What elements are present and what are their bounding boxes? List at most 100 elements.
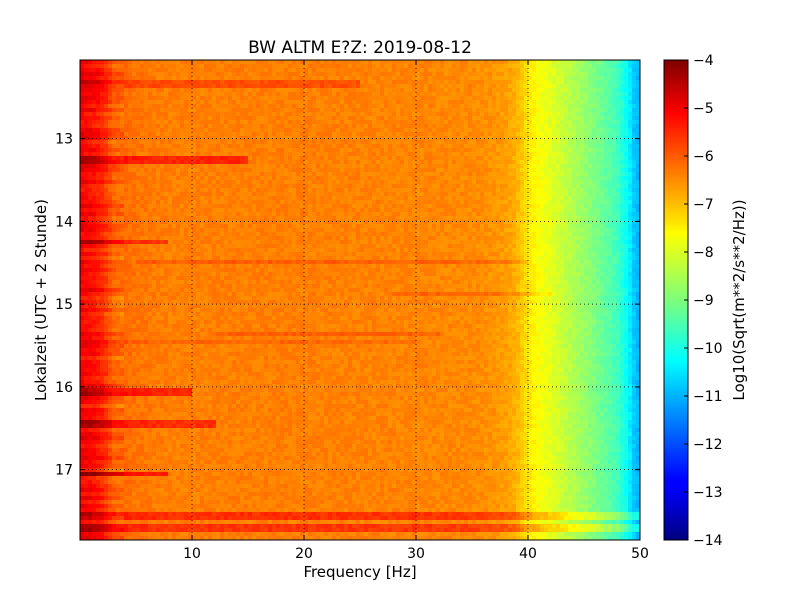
heatmap-cell xyxy=(376,92,381,97)
heatmap-cell xyxy=(476,144,481,149)
heatmap-cell xyxy=(108,112,113,117)
heatmap-cell xyxy=(392,64,397,69)
heatmap-cell xyxy=(596,76,601,81)
heatmap-cell xyxy=(260,192,265,197)
heatmap-cell xyxy=(368,112,373,117)
heatmap-cell xyxy=(388,80,393,85)
heatmap-cell xyxy=(152,128,157,133)
heatmap-cell xyxy=(260,144,265,149)
heatmap-cell xyxy=(272,96,277,101)
heatmap-cell xyxy=(440,64,445,69)
heatmap-cell xyxy=(408,184,413,189)
heatmap-cell xyxy=(136,152,141,157)
heatmap-cell xyxy=(224,64,229,69)
heatmap-cell xyxy=(484,188,489,193)
heatmap-cell xyxy=(244,84,249,89)
heatmap-cell xyxy=(184,148,189,153)
heatmap-cell xyxy=(624,152,629,157)
heatmap-cell xyxy=(236,144,241,149)
heatmap-cell xyxy=(316,188,321,193)
heatmap-cell xyxy=(144,176,149,181)
heatmap-cell xyxy=(156,84,161,89)
heatmap-cell xyxy=(244,120,249,125)
heatmap-cell xyxy=(96,72,101,77)
heatmap-cell xyxy=(536,124,541,129)
heatmap-cell xyxy=(520,148,525,153)
heatmap-cell xyxy=(512,88,517,93)
heatmap-cell xyxy=(524,192,529,197)
heatmap-cell xyxy=(112,88,117,93)
heatmap-cell xyxy=(592,100,597,105)
heatmap-cell xyxy=(112,60,117,65)
heatmap-cell xyxy=(400,168,405,173)
heatmap-cell xyxy=(108,144,113,149)
heatmap-cell xyxy=(220,172,225,177)
heatmap-cell xyxy=(240,152,245,157)
heatmap-cell xyxy=(552,104,557,109)
heatmap-cell xyxy=(324,112,329,117)
heatmap-cell xyxy=(92,136,97,141)
heatmap-cell xyxy=(104,68,109,73)
heatmap-cell xyxy=(556,124,561,129)
heatmap-cell xyxy=(480,64,485,69)
heatmap-cell xyxy=(600,64,605,69)
heatmap-cell xyxy=(552,124,557,129)
heatmap-cell xyxy=(496,136,501,141)
heatmap-cell xyxy=(252,140,257,145)
heatmap-cell xyxy=(204,120,209,125)
heatmap-cell xyxy=(156,188,161,193)
heatmap-cell xyxy=(304,144,309,149)
heatmap-cell xyxy=(228,188,233,193)
heatmap-cell xyxy=(200,116,205,121)
heatmap-cell xyxy=(188,168,193,173)
heatmap-cell xyxy=(512,120,517,125)
heatmap-cell xyxy=(632,84,637,89)
heatmap-cell xyxy=(492,136,497,141)
heatmap-cell xyxy=(328,120,333,125)
heatmap-cell xyxy=(436,96,441,101)
heatmap-cell xyxy=(196,200,201,205)
heatmap-cell xyxy=(208,200,213,205)
heatmap-cell xyxy=(516,148,521,153)
heatmap-cell xyxy=(492,124,497,129)
heatmap-cell xyxy=(412,148,417,153)
heatmap-cell xyxy=(272,172,277,177)
heatmap-cell xyxy=(376,156,381,161)
heatmap-cell xyxy=(504,60,509,65)
heatmap-cell xyxy=(368,192,373,197)
heatmap-cell xyxy=(308,120,313,125)
heatmap-cell xyxy=(408,92,413,97)
heatmap-cell xyxy=(468,144,473,149)
heatmap-cell xyxy=(332,120,337,125)
heatmap-cell xyxy=(440,180,445,185)
heatmap-cell xyxy=(620,60,625,65)
heatmap-cell xyxy=(636,88,640,93)
heatmap-cell xyxy=(552,80,557,85)
heatmap-cell xyxy=(632,76,637,81)
heatmap-cell xyxy=(600,172,605,177)
heatmap-cell xyxy=(620,152,625,157)
heatmap-cell xyxy=(100,112,105,117)
heatmap-cell xyxy=(548,64,553,69)
heatmap-cell xyxy=(604,100,609,105)
heatmap-cell xyxy=(336,68,341,73)
heatmap-cell xyxy=(108,152,113,157)
heatmap-cell xyxy=(552,184,557,189)
heatmap-cell xyxy=(248,84,253,89)
heatmap-cell xyxy=(264,196,269,201)
heatmap-cell xyxy=(364,188,369,193)
heatmap-cell xyxy=(200,68,205,73)
heatmap-cell xyxy=(200,148,205,153)
heatmap-cell xyxy=(456,164,461,169)
heatmap-cell xyxy=(456,192,461,197)
heatmap-cell xyxy=(140,136,145,141)
heatmap-cell xyxy=(132,188,137,193)
heatmap-cell xyxy=(316,68,321,73)
heatmap-cell xyxy=(132,164,137,169)
heatmap-cell xyxy=(608,60,613,65)
heatmap-cell xyxy=(360,152,365,157)
heatmap-cell xyxy=(464,180,469,185)
heatmap-cell xyxy=(296,120,301,125)
heatmap-cell xyxy=(280,184,285,189)
heatmap-cell xyxy=(568,140,573,145)
